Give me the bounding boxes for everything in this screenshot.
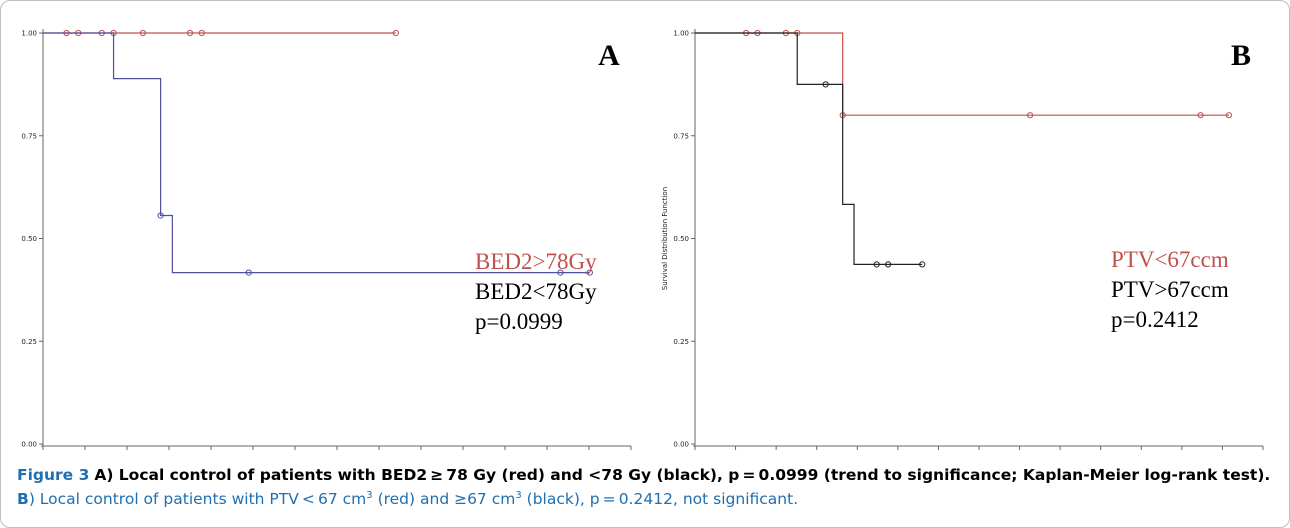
censor-mark [1225, 112, 1233, 119]
y-tick-label: 0.50 [21, 235, 37, 243]
censor-mark [186, 29, 194, 37]
y-tick-label: 0.25 [673, 338, 689, 346]
caption-b-text-3: (black), p = 0.2412, not significant. [521, 490, 799, 508]
y-tick-label: 1.00 [673, 30, 689, 38]
panel-a: 0.00 0.25 0.50 0.75 1.00 A BED2>78Gy BED2<78Gy p… [13, 9, 647, 459]
censor-mark [157, 212, 164, 219]
y-tick-label: 1.00 [21, 30, 37, 38]
y-axis-label: Survival Distribution Function [661, 187, 669, 290]
censor-mark [873, 261, 880, 268]
censor-mark [822, 81, 829, 88]
censor-mark [198, 29, 205, 37]
panel-letter: B [1231, 39, 1251, 72]
y-tick-label: 0.25 [21, 338, 37, 346]
y-tick-label: 0.75 [21, 132, 37, 140]
legend-entry: PTV<67ccm [1111, 247, 1229, 272]
censor-mark [557, 269, 564, 276]
censor-mark [139, 29, 147, 37]
caption-b-letter: B [17, 490, 29, 508]
legend-entry: p=0.0999 [475, 309, 563, 334]
caption-a-letter: A [94, 466, 107, 484]
caption-b-sup-2: 3 [515, 489, 522, 501]
legend-entry: PTV>67ccm [1111, 277, 1229, 302]
survival-curve-1 [695, 32, 1229, 116]
km-plot-a: 0.00 0.25 0.50 0.75 1.00 A BED2>78Gy BED2<78Gy p… [21, 29, 632, 450]
survival-curve-2 [695, 32, 923, 265]
censor-mark [919, 261, 926, 268]
legend-entry: p=0.2412 [1111, 307, 1199, 332]
censor-mark [1027, 112, 1034, 119]
censor-mark [1197, 112, 1204, 119]
caption-figure-label: Figure 3 [17, 466, 90, 484]
panel-b: 0.00 0.25 0.50 0.75 1.00 Survival Distributio… [653, 9, 1279, 459]
caption-b-text-2: (red) and ≥67 cm [372, 490, 516, 508]
censor-mark [245, 269, 252, 276]
figure-caption: Figure 3 A) Local control of patients wi… [17, 463, 1275, 511]
panel-letter: A [598, 39, 620, 72]
censor-mark [885, 261, 892, 268]
caption-b-text-1: ) Local control of patients with PTV < 6… [28, 490, 367, 508]
censor-mark [586, 269, 593, 276]
legend-entry: BED2>78Gy [475, 249, 597, 274]
caption-a-text: ) Local control of patients with BED2 ≥ … [106, 466, 1271, 484]
y-tick-label: 0.00 [21, 441, 37, 449]
legend-entry: BED2<78Gy [475, 279, 597, 304]
y-tick-label: 0.00 [673, 441, 689, 449]
km-plot-b: 0.00 0.25 0.50 0.75 1.00 Survival Distributio… [661, 29, 1264, 450]
y-tick-label: 0.50 [673, 235, 689, 243]
survival-curve-2 [43, 32, 590, 274]
censor-mark [392, 29, 399, 37]
caption-b-sup-1: 3 [366, 489, 373, 501]
y-tick-label: 0.75 [673, 132, 689, 140]
